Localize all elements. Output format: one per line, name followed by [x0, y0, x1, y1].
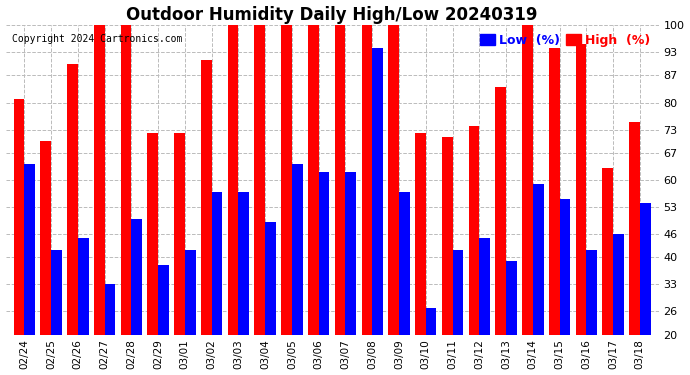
- Bar: [640, 203, 651, 335]
- Bar: [362, 25, 372, 335]
- Bar: [533, 184, 544, 335]
- Bar: [105, 284, 115, 335]
- Bar: [201, 60, 212, 335]
- Bar: [185, 250, 195, 335]
- Bar: [415, 134, 426, 335]
- Bar: [319, 172, 329, 335]
- Bar: [78, 238, 88, 335]
- Bar: [560, 199, 570, 335]
- Bar: [228, 25, 239, 335]
- Bar: [158, 265, 169, 335]
- Bar: [522, 25, 533, 335]
- Bar: [346, 172, 356, 335]
- Bar: [255, 25, 265, 335]
- Bar: [265, 222, 276, 335]
- Bar: [480, 238, 490, 335]
- Bar: [94, 25, 105, 335]
- Bar: [239, 192, 249, 335]
- Bar: [335, 25, 346, 335]
- Bar: [372, 48, 383, 335]
- Bar: [174, 134, 185, 335]
- Bar: [67, 64, 78, 335]
- Bar: [24, 164, 35, 335]
- Bar: [292, 164, 303, 335]
- Bar: [131, 219, 142, 335]
- Bar: [613, 234, 624, 335]
- Bar: [51, 250, 62, 335]
- Bar: [121, 25, 131, 335]
- Title: Outdoor Humidity Daily High/Low 20240319: Outdoor Humidity Daily High/Low 20240319: [126, 6, 538, 24]
- Bar: [282, 25, 292, 335]
- Legend: Low  (%), High  (%): Low (%), High (%): [477, 32, 652, 50]
- Bar: [506, 261, 517, 335]
- Text: Copyright 2024 Cartronics.com: Copyright 2024 Cartronics.com: [12, 34, 182, 44]
- Bar: [495, 87, 506, 335]
- Bar: [308, 25, 319, 335]
- Bar: [40, 141, 51, 335]
- Bar: [469, 126, 480, 335]
- Bar: [453, 250, 463, 335]
- Bar: [148, 134, 158, 335]
- Bar: [212, 192, 222, 335]
- Bar: [399, 192, 410, 335]
- Bar: [426, 308, 437, 335]
- Bar: [388, 25, 399, 335]
- Bar: [629, 122, 640, 335]
- Bar: [14, 99, 24, 335]
- Bar: [602, 168, 613, 335]
- Bar: [549, 48, 560, 335]
- Bar: [586, 250, 597, 335]
- Bar: [575, 45, 586, 335]
- Bar: [442, 137, 453, 335]
